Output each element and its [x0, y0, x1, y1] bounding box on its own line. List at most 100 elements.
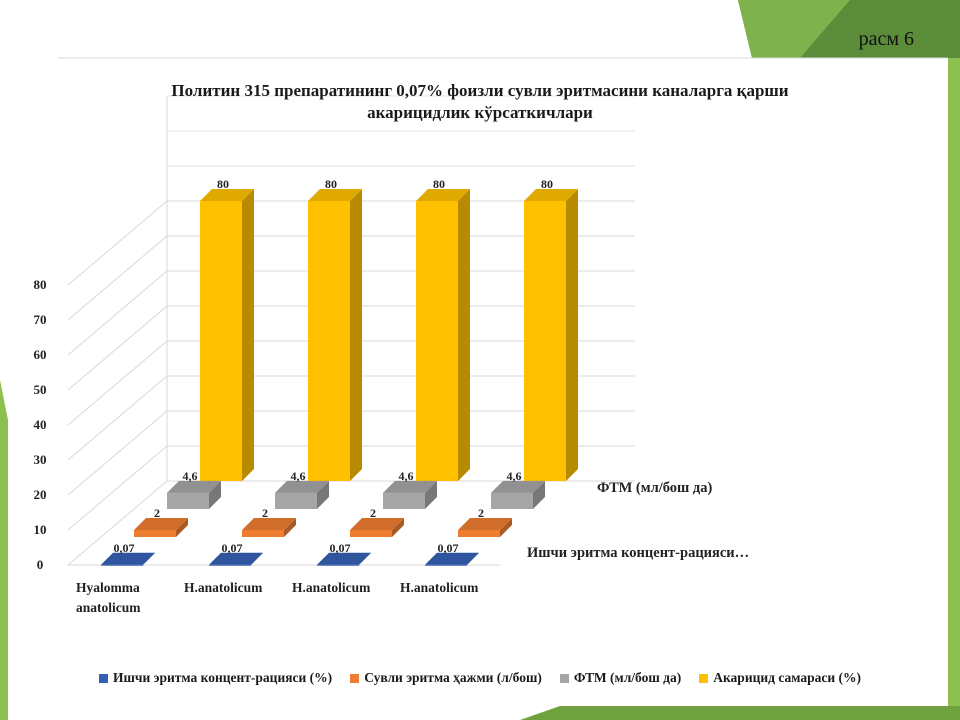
bar-side [359, 552, 371, 565]
gridline-side-40 [67, 340, 168, 426]
data-label: 80 [541, 177, 553, 191]
bar-side [143, 552, 155, 565]
y-tick-label: 40 [34, 417, 47, 432]
data-label: 2 [262, 506, 268, 520]
decor-green-right-edge [948, 58, 960, 720]
data-label: 80 [325, 177, 337, 191]
bar-front [383, 492, 425, 509]
slide-number-label: расм 6 [858, 28, 914, 50]
bar-side [467, 552, 479, 565]
bar-top [134, 518, 188, 530]
bar-4-2: 80 [308, 177, 362, 481]
bar-front [425, 564, 467, 566]
x-tick-label: H.anatolicum [400, 580, 479, 595]
bar-front [317, 564, 359, 566]
bar-top [350, 518, 404, 530]
bar-top [167, 480, 221, 493]
y-tick-label: 70 [34, 312, 47, 327]
legend-swatch [699, 673, 709, 683]
depth-axis-label-front: Ишчи эритма концент-рацияси… [527, 545, 749, 561]
x-tick-label: anatolicum [76, 600, 141, 615]
bar-side [350, 189, 362, 481]
data-label: 0,07 [438, 541, 459, 555]
chart-legend: Ишчи эритма концент-рацияси (%) Сувли эри… [0, 670, 960, 686]
bar-4-3: 80 [416, 177, 470, 481]
decor-green-bottom [520, 706, 960, 720]
gridline-side-60 [67, 270, 168, 356]
y-tick-label: 50 [34, 382, 47, 397]
legend-swatch [98, 673, 108, 683]
chart-plot: 0 10 20 30 40 50 60 70 80 80 80 80 80 4,6 4,6 4,6 4,6 2 2 2… [34, 95, 749, 615]
bar-front [458, 530, 500, 537]
gridline-side-10 [67, 445, 168, 531]
chart-title-line-1: Политин 315 препаратининг 0,07% фоизли с… [171, 81, 789, 100]
data-label: 0,07 [222, 541, 243, 555]
x-tick-label: H.anatolicum [292, 580, 371, 595]
bar-3-4: 4,6 [491, 469, 545, 509]
bar-1-3: 0,07 [317, 541, 371, 566]
legend-label: Сувли эритма ҳажми (л/бош) [364, 670, 542, 685]
data-label: 2 [370, 506, 376, 520]
bar-side [392, 518, 404, 537]
decor-green-band-light [738, 0, 850, 58]
bar-side [458, 189, 470, 481]
data-label: 80 [433, 177, 445, 191]
bar-top [458, 518, 512, 530]
chart-title: Политин 315 препаратининг 0,07% фоизли с… [60, 80, 900, 124]
bar-front [275, 492, 317, 509]
legend-label: Ишчи эритма концент-рацияси (%) [112, 670, 333, 685]
gridline-side-80 [67, 200, 168, 286]
y-tick-label: 60 [34, 347, 47, 362]
legend-item: Акарицид самараси (%) [699, 670, 861, 686]
depth-axis-labels: Ишчи эритма концент-рацияси… ФТМ (мл/бош … [527, 480, 749, 561]
y-tick-label: 30 [34, 452, 47, 467]
bar-front [134, 530, 176, 537]
y-tick-label: 80 [34, 277, 47, 292]
bars: 80 80 80 80 4,6 4,6 4,6 4,6 2 2 2 2 0,07 0,07 0,07 0,07 [101, 177, 578, 566]
data-label: 2 [478, 506, 484, 520]
bar-top [209, 552, 263, 565]
bar-side [566, 189, 578, 481]
bar-side [284, 518, 296, 537]
legend-item: ФТМ (мл/бош да) [559, 670, 682, 686]
bar-front [491, 492, 533, 509]
bar-top [425, 552, 479, 565]
gridline-side-50 [67, 305, 168, 391]
bar-2-4: 2 [458, 506, 512, 537]
data-label: 2 [154, 506, 160, 520]
gridline-side-30 [67, 375, 168, 461]
bar-side [425, 480, 437, 509]
bar-2-1: 2 [134, 506, 188, 537]
bar-3-3: 4,6 [383, 469, 437, 509]
gridline-side-20 [67, 410, 168, 496]
bar-top [308, 189, 362, 201]
bar-top [491, 480, 545, 493]
data-label: 80 [217, 177, 229, 191]
depth-axis-label-back: ФТМ (мл/бош да) [597, 480, 713, 496]
bar-top [524, 189, 578, 201]
bar-2-3: 2 [350, 506, 404, 537]
bar-side [242, 189, 254, 481]
bar-side [533, 480, 545, 509]
bar-3-1: 4,6 [167, 469, 221, 509]
bar-front [209, 564, 251, 566]
y-tick-label: 0 [37, 557, 44, 572]
y-tick-label: 20 [34, 487, 47, 502]
legend-swatch [559, 673, 569, 683]
bar-2-2: 2 [242, 506, 296, 537]
data-label: 0,07 [114, 541, 135, 555]
bar-top [416, 189, 470, 201]
gridline-side-0 [67, 480, 168, 566]
y-tick-label: 10 [34, 522, 47, 537]
legend-item: Ишчи эритма концент-рацияси (%) [98, 670, 333, 686]
bar-side [176, 518, 188, 537]
bar-side [317, 480, 329, 509]
bar-4-4: 80 [524, 177, 578, 481]
legend-label: ФТМ (мл/бош да) [573, 670, 682, 685]
legend-item: Сувли эритма ҳажми (л/бош) [350, 670, 542, 686]
bar-front [200, 201, 242, 481]
x-tick-label: Hyalomma [76, 580, 140, 595]
bar-front [101, 564, 143, 566]
bar-front [416, 201, 458, 481]
